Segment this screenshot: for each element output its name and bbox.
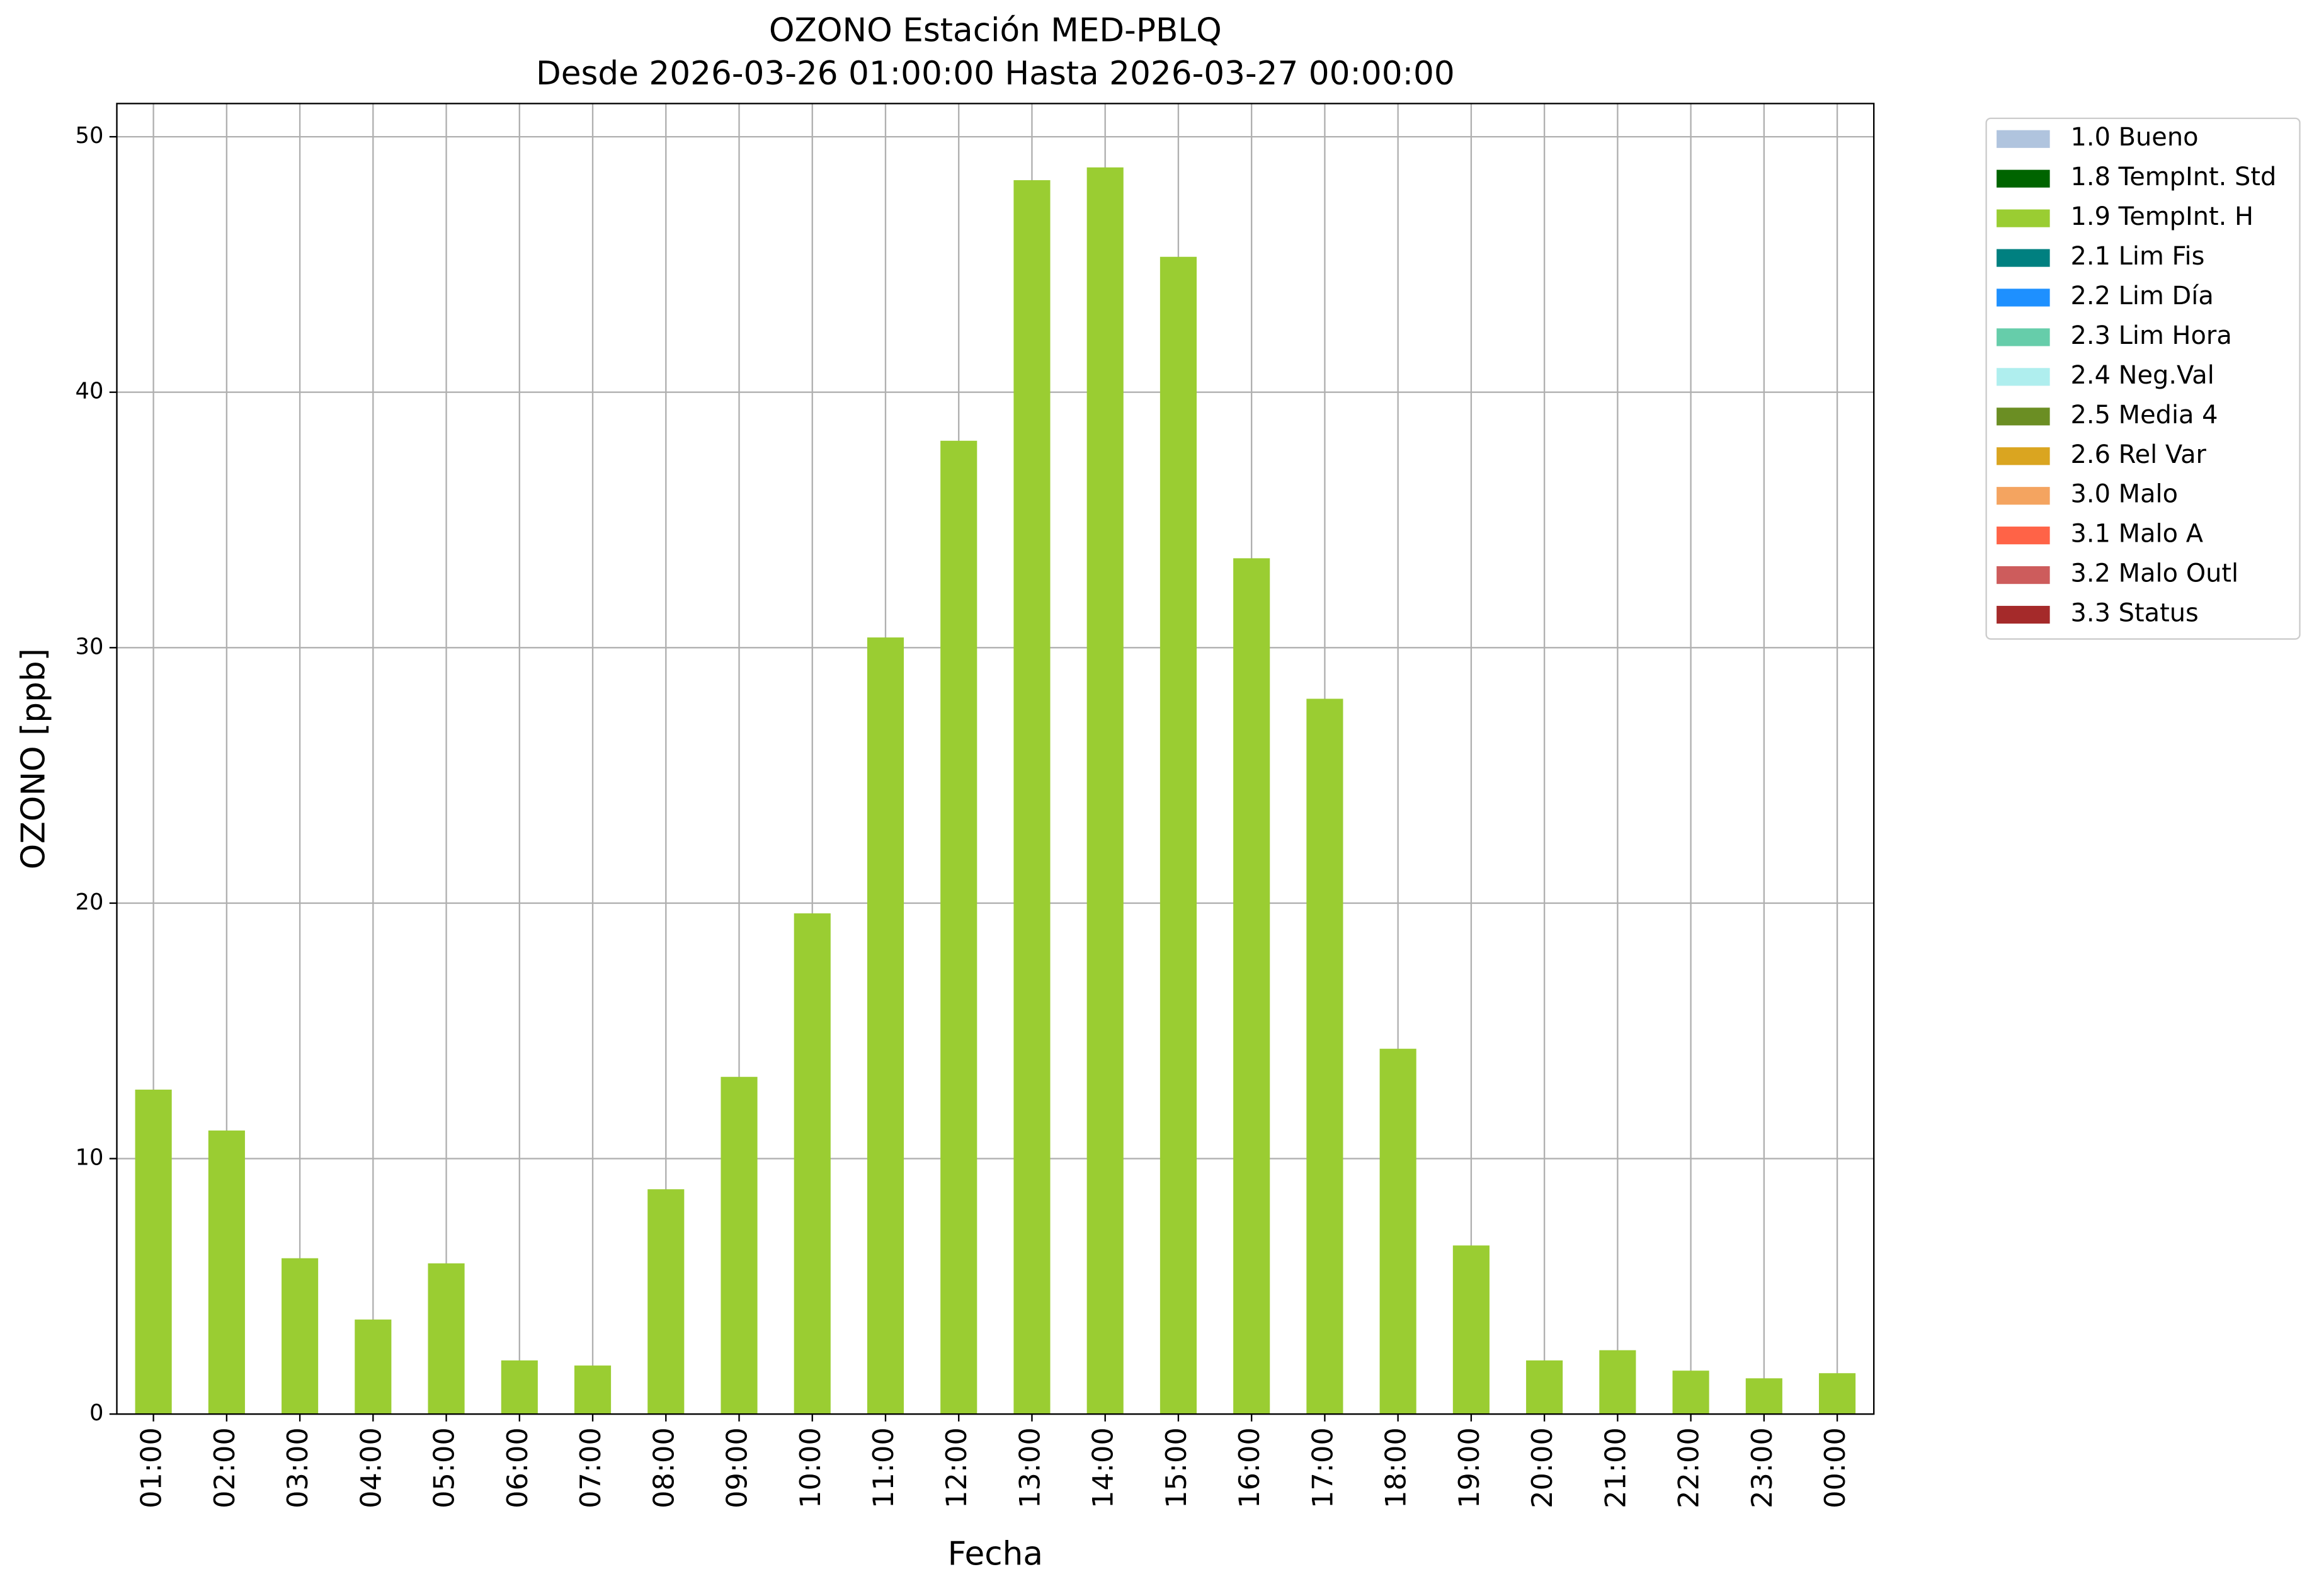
bar <box>647 1189 685 1415</box>
bar <box>135 1090 172 1415</box>
legend-swatch <box>1997 130 2050 148</box>
x-tick-label: 00:00 <box>1819 1427 1852 1508</box>
bar <box>1599 1350 1636 1415</box>
x-tick-label: 22:00 <box>1673 1427 1706 1508</box>
bar <box>574 1365 612 1415</box>
x-tick-label: 07:00 <box>574 1427 607 1508</box>
x-tick-label: 06:00 <box>501 1427 534 1508</box>
x-tick-label: 11:00 <box>867 1427 900 1508</box>
x-tick-label: 03:00 <box>282 1427 314 1508</box>
legend-label: 2.6 Rel Var <box>2071 440 2207 469</box>
legend-swatch <box>1997 408 2050 426</box>
bar <box>1672 1371 1709 1415</box>
plot-frame <box>116 103 1875 1415</box>
y-tick-label: 50 <box>76 123 104 149</box>
bar <box>355 1320 392 1415</box>
bar <box>1379 1049 1416 1415</box>
legend-label: 2.4 Neg.Val <box>2071 361 2214 390</box>
x-tick-label: 13:00 <box>1013 1427 1046 1508</box>
legend-swatch <box>1997 169 2050 188</box>
legend-swatch <box>1997 288 2050 307</box>
bar <box>940 440 977 1415</box>
x-tick-label: 16:00 <box>1233 1427 1266 1508</box>
legend-box <box>1985 117 2301 640</box>
x-tick-label: 08:00 <box>647 1427 680 1508</box>
bar <box>208 1130 245 1415</box>
x-tick-label: 12:00 <box>940 1427 973 1508</box>
y-tick-label: 10 <box>76 1145 104 1171</box>
bar <box>1452 1245 1490 1415</box>
y-tick-label: 20 <box>76 889 104 915</box>
x-tick-label: 18:00 <box>1380 1427 1413 1508</box>
bar <box>428 1263 465 1415</box>
bar <box>282 1258 319 1415</box>
bar <box>1233 558 1270 1415</box>
bar <box>794 913 831 1415</box>
bar <box>1819 1373 1856 1415</box>
bar <box>1306 698 1343 1415</box>
legend-swatch <box>1997 527 2050 545</box>
chart-title: OZONO Estación MED-PBLQ <box>769 12 1222 50</box>
bar <box>721 1076 758 1415</box>
bar <box>1160 256 1197 1415</box>
legend-swatch <box>1997 447 2050 465</box>
legend-swatch <box>1997 487 2050 505</box>
legend-swatch <box>1997 368 2050 386</box>
legend-swatch <box>1997 328 2050 346</box>
chart-subtitle: Desde 2026-03-26 01:00:00 Hasta 2026-03-… <box>536 55 1455 93</box>
bar <box>867 637 904 1415</box>
legend-label: 1.9 TempInt. H <box>2071 202 2254 231</box>
legend-swatch <box>1997 209 2050 227</box>
legend-label: 1.8 TempInt. Std <box>2071 162 2277 191</box>
x-tick-label: 14:00 <box>1087 1427 1120 1508</box>
legend-label: 3.2 Malo Outl <box>2071 559 2239 588</box>
legend-label: 2.5 Media 4 <box>2071 401 2218 430</box>
legend-swatch <box>1997 249 2050 267</box>
x-tick-label: 01:00 <box>135 1427 168 1508</box>
x-tick-label: 21:00 <box>1599 1427 1632 1508</box>
x-tick-label: 17:00 <box>1306 1427 1339 1508</box>
legend-label: 3.3 Status <box>2071 599 2199 628</box>
legend-label: 2.1 Lim Fis <box>2071 242 2205 271</box>
x-tick-label: 20:00 <box>1526 1427 1559 1508</box>
y-axis-label: OZONO [ppb] <box>14 648 52 869</box>
y-tick-label: 40 <box>76 379 104 404</box>
y-tick-label: 30 <box>76 634 104 659</box>
bar <box>1745 1378 1782 1415</box>
bar <box>501 1360 538 1415</box>
bar <box>1526 1360 1563 1415</box>
bar <box>1013 180 1051 1415</box>
x-axis-label: Fecha <box>948 1536 1043 1573</box>
legend-label: 2.3 Lim Hora <box>2071 321 2232 350</box>
legend-label: 2.2 Lim Día <box>2071 282 2214 311</box>
y-tick-label: 0 <box>89 1400 103 1426</box>
plot-area <box>117 103 1874 1415</box>
legend-label: 3.0 Malo <box>2071 480 2179 509</box>
legend-swatch <box>1997 605 2050 624</box>
bar <box>1086 167 1124 1415</box>
x-tick-label: 02:00 <box>208 1427 241 1508</box>
legend-swatch <box>1997 566 2050 584</box>
x-tick-label: 09:00 <box>721 1427 754 1508</box>
x-tick-label: 23:00 <box>1746 1427 1779 1508</box>
x-tick-label: 15:00 <box>1160 1427 1193 1508</box>
x-tick-label: 05:00 <box>428 1427 461 1508</box>
x-tick-label: 19:00 <box>1453 1427 1486 1508</box>
legend-label: 1.0 Bueno <box>2071 123 2199 152</box>
legend-label: 3.1 Malo A <box>2071 520 2204 549</box>
x-tick-label: 10:00 <box>794 1427 827 1508</box>
x-tick-label: 04:00 <box>355 1427 387 1508</box>
